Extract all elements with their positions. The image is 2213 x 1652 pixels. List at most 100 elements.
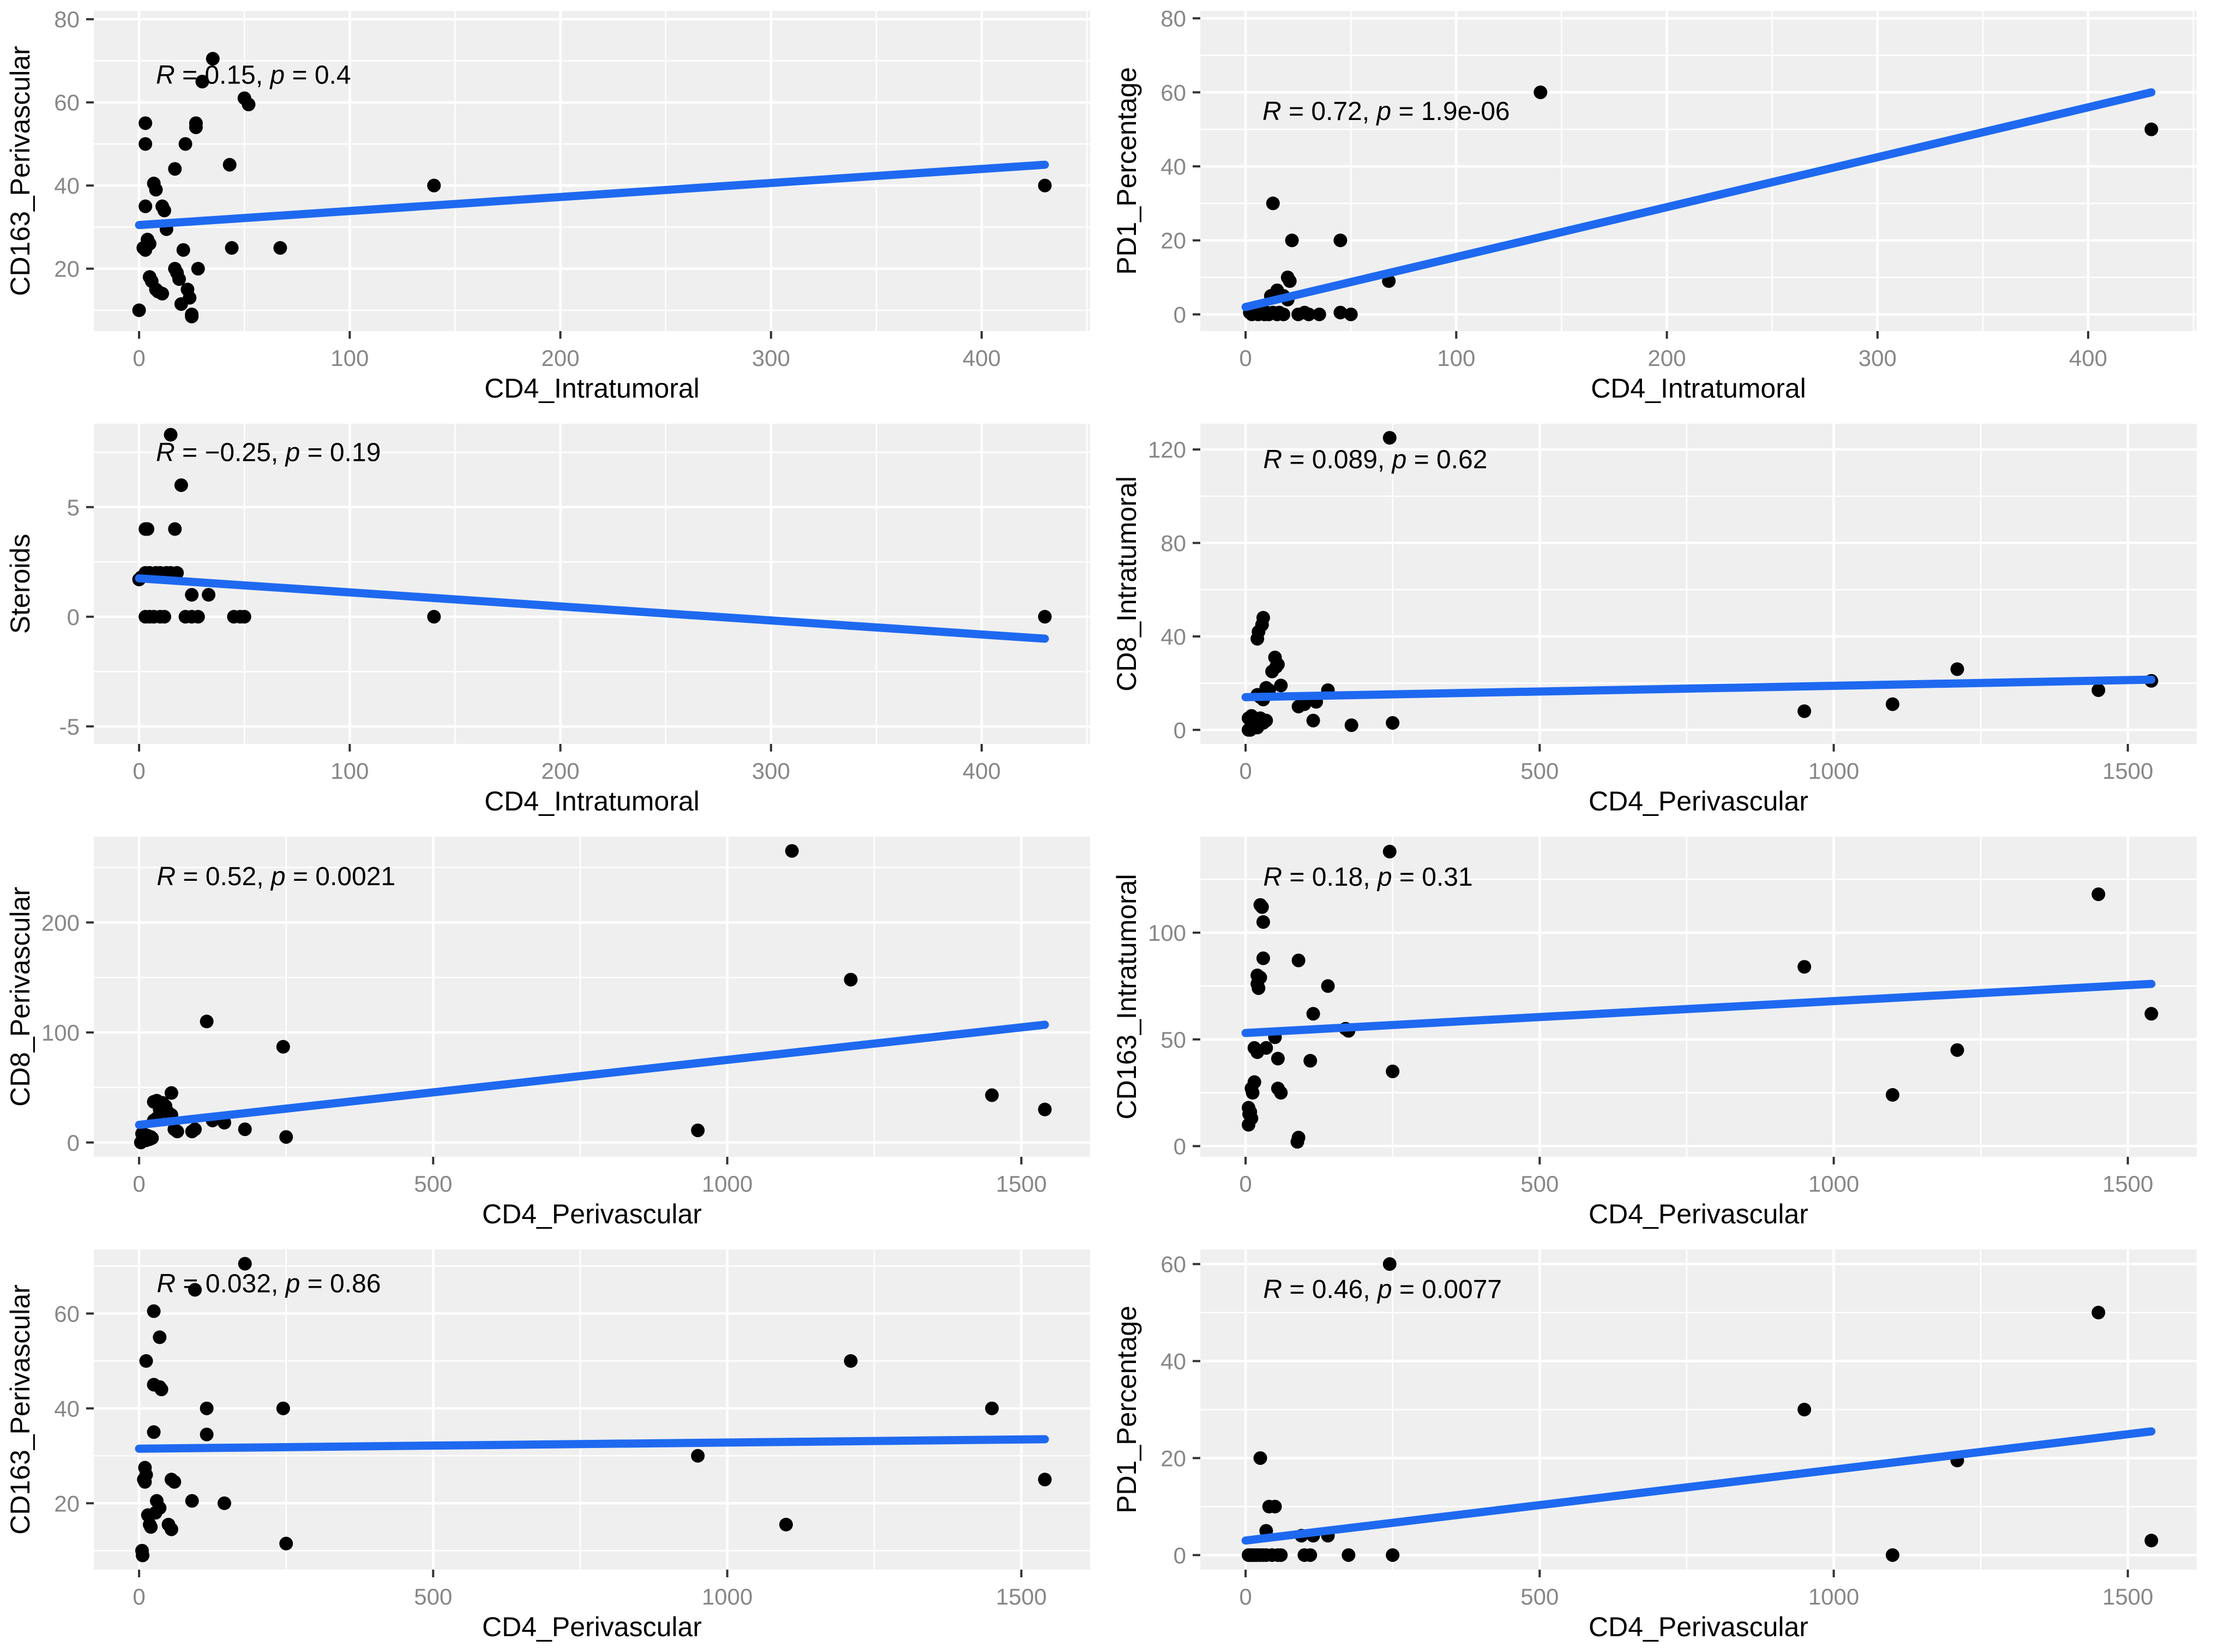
y-axis-title: CD163_Perivascular [5,46,35,296]
data-point [1382,1257,1397,1271]
y-axis-title: CD8_Intratumoral [1111,476,1142,692]
data-point [176,243,190,257]
x-axis-tick-label: 400 [963,758,1001,784]
y-axis-tick-label: 0 [1174,302,1186,327]
x-axis-tick-label: 1500 [996,1171,1047,1197]
data-point [1333,305,1348,320]
x-axis-title: CD4_Intratumoral [484,786,700,816]
data-point [1252,981,1266,995]
data-point [1241,1118,1255,1132]
data-point [1885,1088,1899,1102]
panel-pd1-percentage-vs-cd4-perivascular: 0 500 1000 1500 0 20 40 60 PD1_Percentage CD4_Per… [1106,1239,2213,1652]
data-point [139,116,153,130]
y-axis-tick-label: 80 [1160,531,1186,556]
data-point [1797,960,1812,974]
data-point [1277,307,1291,321]
x-axis-tick-label: 0 [1239,345,1252,371]
data-point [200,1401,214,1415]
data-point [185,1125,199,1139]
correlation-annotation: R = 0.032, p = 0.86 [157,1269,381,1298]
panel-cd163-perivascular-vs-cd4-perivascular: 0 500 1000 1500 20 40 60 CD163_Perivascular CD4_… [0,1239,1106,1652]
data-point [1291,953,1306,968]
y-axis-tick-label: 40 [54,1396,80,1421]
data-point [1266,196,1280,211]
y-axis-tick-label: 40 [1160,624,1186,650]
data-point [225,241,239,255]
correlation-annotation: R = 0.72, p = 1.9e-06 [1262,97,1510,126]
x-axis-tick-label: 100 [330,758,369,784]
data-point [139,137,153,151]
y-axis-tick-label: 0 [1174,717,1186,743]
correlation-annotation: R = 0.52, p = 0.0021 [157,862,395,891]
correlation-annotation: R = 0.46, p = 0.0077 [1263,1275,1502,1304]
x-axis-tick-label: 400 [963,345,1001,371]
data-point [157,610,171,624]
x-axis-title: CD4_Perivascular [1589,1199,1808,1229]
y-axis-tick-label: 20 [1160,228,1186,254]
y-axis-title: PD1_Percentage [1111,67,1142,275]
data-point [1274,1548,1288,1562]
x-axis-tick-label: 500 [414,1584,452,1609]
data-point [238,1122,252,1137]
data-point [222,158,237,172]
data-point [1797,704,1812,718]
data-point [1038,178,1052,193]
y-axis-tick-label: 0 [1174,1133,1186,1159]
data-point [167,1475,182,1489]
data-point [2091,1306,2106,1320]
data-point [1265,664,1279,678]
data-point [185,588,199,602]
data-point [2144,1007,2158,1021]
correlation-annotation: R = −0.25, p = 0.19 [156,438,381,467]
data-point [1246,1086,1260,1100]
data-point [170,566,184,580]
y-axis-tick-label: 5 [67,495,80,520]
y-axis-tick-label: 60 [54,1301,80,1326]
data-point [2091,683,2106,697]
data-point [276,1401,290,1415]
data-point [1312,307,1326,321]
data-point [1303,1548,1318,1562]
x-axis-tick-label: 1500 [2102,1584,2153,1609]
y-axis-tick-label: 0 [1174,1542,1186,1568]
data-point [1256,915,1270,929]
data-point [136,1548,150,1563]
x-axis-tick-label: 500 [1520,1171,1559,1197]
regression-line [135,1020,1049,1130]
data-point [1038,1473,1052,1487]
y-axis-title: CD8_Perivascular [5,887,35,1107]
data-point [157,203,171,218]
data-point [1271,1052,1285,1066]
data-point [188,1283,202,1297]
data-point [427,178,441,193]
data-point [844,1354,858,1368]
data-point [1950,662,1964,676]
scatter-plot-svg: 0 500 1000 1500 20 40 60 CD163_Perivascular CD4_… [5,1249,1090,1642]
x-axis-title: CD4_Intratumoral [1591,373,1806,404]
y-axis-tick-label: 60 [1160,1252,1186,1277]
data-point [178,137,193,151]
data-point [1321,979,1335,993]
data-point [200,1014,214,1029]
x-axis-tick-label: 300 [1859,345,1897,371]
data-point [1306,713,1320,728]
y-axis-tick-label: 100 [1148,920,1186,946]
panel-pd1-percentage-vs-cd4-intratumoral: 0 100 200 300 400 0 20 40 60 80 PD1_Percentage CD4_… [1106,0,2213,413]
data-point [1259,713,1273,728]
x-axis-tick-label: 0 [1239,1584,1252,1609]
regression-line [135,1435,1049,1453]
x-axis-tick-label: 0 [1239,758,1252,784]
x-axis-tick-label: 0 [133,1171,145,1197]
y-axis-tick-label: 80 [1160,6,1186,32]
x-axis-tick-label: 0 [1239,1171,1252,1197]
data-point [779,1517,793,1531]
x-axis-tick-label: 1500 [996,1584,1047,1609]
plot-area [1200,837,2197,1157]
x-axis-tick-label: 300 [752,345,790,371]
data-point [189,120,203,134]
data-point [279,1536,293,1551]
data-point [217,1496,231,1510]
data-point [1274,1086,1288,1100]
